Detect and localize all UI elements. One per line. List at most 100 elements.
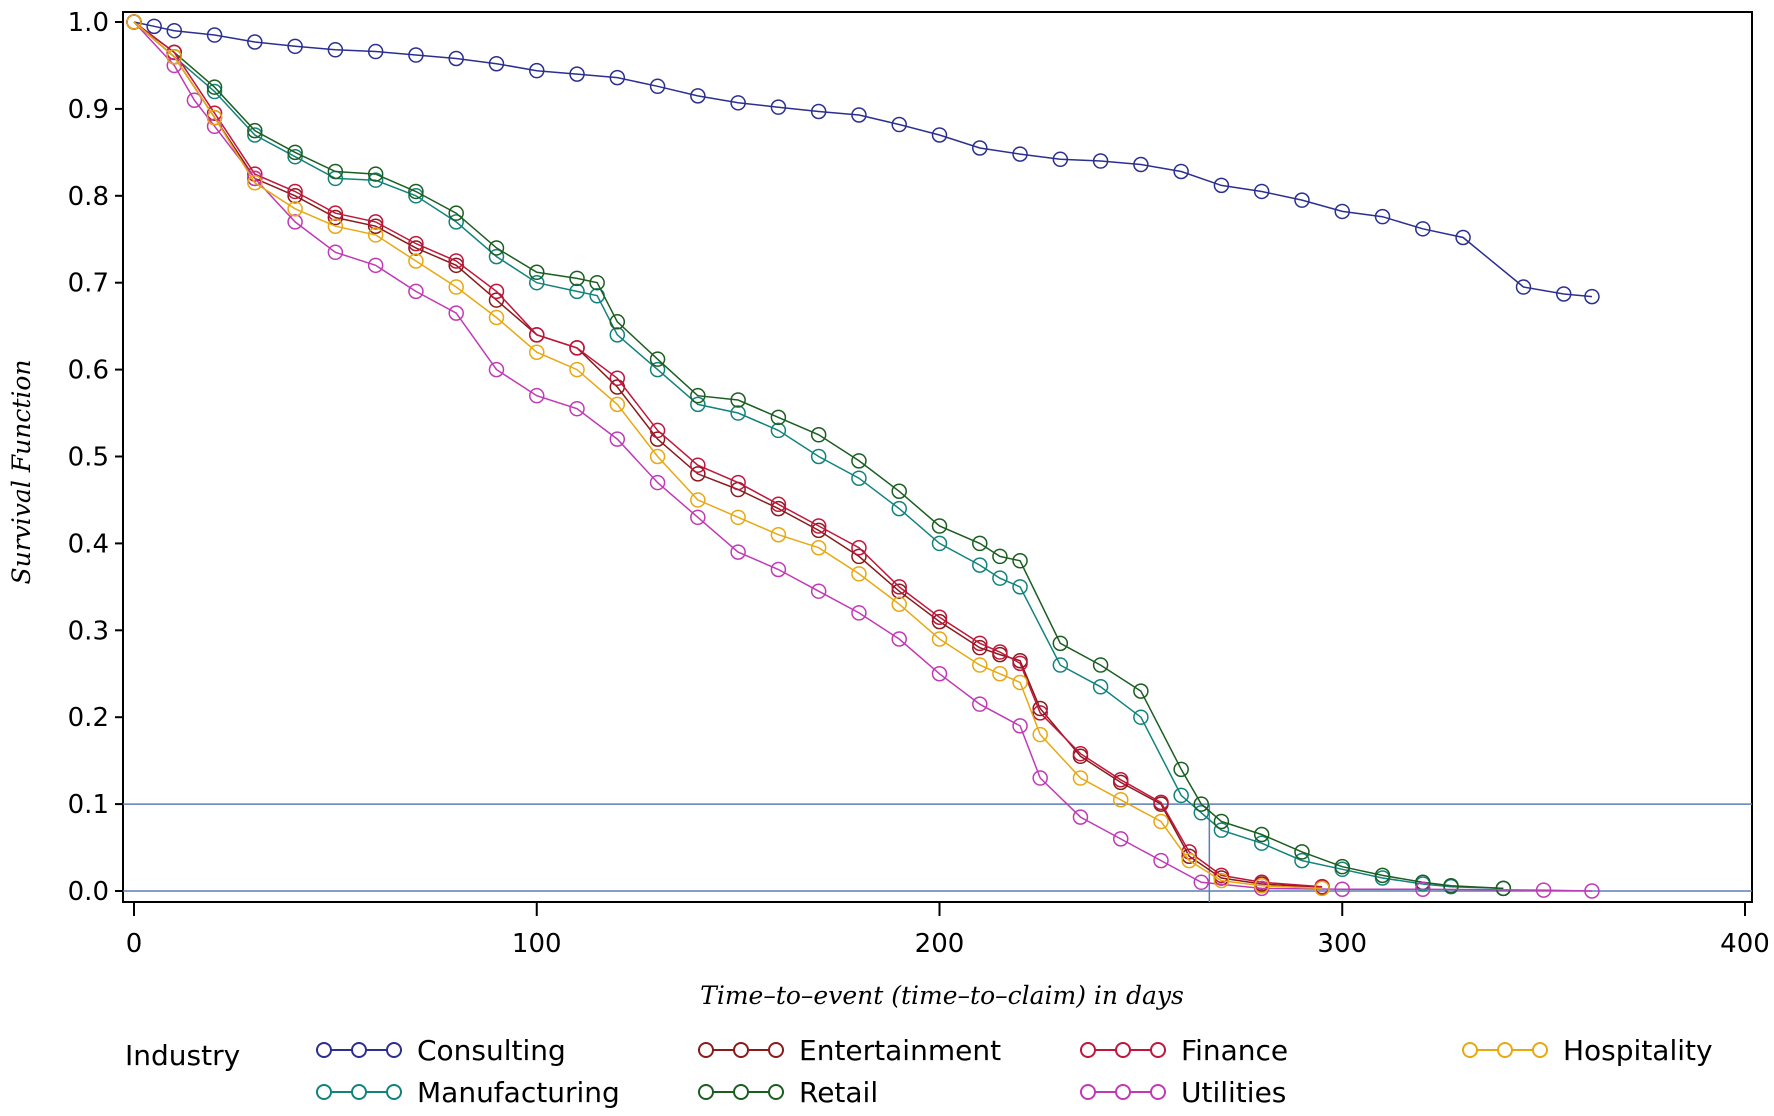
data-point — [247, 170, 263, 187]
legend-marker — [316, 1084, 332, 1100]
data-point — [1112, 831, 1129, 847]
data-point — [1072, 745, 1089, 762]
data-point — [931, 666, 948, 682]
data-point — [972, 639, 988, 656]
data-point — [891, 483, 907, 500]
data-point — [770, 99, 787, 115]
data-point — [488, 240, 505, 256]
data-point — [146, 18, 162, 35]
data-point — [488, 309, 505, 326]
data-point — [609, 431, 626, 447]
data-point — [972, 140, 988, 156]
data-point — [1584, 288, 1600, 305]
data-point — [649, 78, 666, 95]
legend-item-consulting: Consulting — [316, 1034, 566, 1067]
data-point — [1253, 826, 1270, 843]
legend-marker — [1532, 1042, 1548, 1058]
legend-marker — [386, 1084, 402, 1100]
data-point — [931, 127, 948, 143]
data-point — [972, 657, 988, 673]
data-point — [287, 38, 303, 55]
data-point — [166, 22, 183, 39]
data-point — [851, 539, 867, 556]
data-point — [851, 566, 867, 582]
data-point — [972, 557, 988, 573]
y-tick-label: 0.3 — [68, 616, 109, 646]
data-point — [810, 518, 827, 534]
data-point — [247, 166, 263, 182]
data-point — [206, 79, 223, 95]
series-line — [133, 21, 1323, 890]
data-point — [367, 214, 384, 230]
data-point — [649, 448, 666, 465]
data-point — [367, 227, 384, 243]
data-point — [1213, 822, 1230, 838]
data-point — [488, 283, 505, 300]
data-point — [1455, 229, 1471, 246]
data-point — [730, 392, 746, 408]
data-point — [488, 292, 505, 308]
legend-marker — [1150, 1084, 1166, 1100]
data-point — [1213, 177, 1230, 194]
data-point — [529, 344, 545, 360]
series-line — [133, 21, 1593, 892]
data-point — [408, 283, 424, 300]
data-point — [1193, 805, 1210, 821]
data-point — [770, 409, 787, 426]
data-point — [1415, 221, 1431, 237]
data-point — [851, 107, 867, 123]
data-point — [1153, 813, 1169, 830]
data-point — [770, 561, 787, 578]
series-line — [133, 21, 1323, 889]
legend-label: Consulting — [417, 1034, 566, 1067]
data-point — [1314, 880, 1330, 897]
series-line — [133, 21, 1593, 298]
series-line — [133, 21, 1323, 888]
data-point — [972, 696, 988, 712]
data-point — [327, 218, 344, 234]
legend-label: Manufacturing — [417, 1076, 620, 1109]
y-tick-label: 0.4 — [68, 529, 109, 559]
x-axis-title: Time–to–event (time–to–claim) in days — [700, 981, 1184, 1010]
data-point — [810, 448, 827, 465]
data-point — [206, 105, 223, 121]
x-tick-label: 400 — [1720, 929, 1770, 959]
data-point — [931, 535, 948, 552]
data-point — [810, 427, 827, 443]
data-point — [1133, 683, 1149, 699]
data-point — [1193, 874, 1210, 891]
data-point — [1584, 883, 1600, 899]
data-point — [589, 274, 605, 291]
data-point — [690, 396, 706, 413]
data-point — [569, 66, 585, 82]
data-point — [1253, 835, 1270, 851]
data-point — [1092, 657, 1109, 673]
data-point — [166, 49, 183, 65]
data-point — [408, 253, 424, 269]
series-hospitality — [126, 14, 1330, 897]
data-point — [126, 14, 142, 30]
data-point — [609, 370, 626, 387]
data-point — [1133, 156, 1149, 173]
data-point — [891, 116, 907, 133]
data-point — [569, 270, 585, 287]
legend-marker — [1115, 1084, 1131, 1100]
data-point — [609, 314, 626, 330]
data-point — [408, 47, 424, 63]
data-point — [891, 596, 907, 612]
legend-label: Utilities — [1181, 1076, 1286, 1109]
series-utilities — [126, 14, 1600, 899]
legend-marker — [1462, 1042, 1478, 1058]
legend-marker — [1497, 1042, 1513, 1058]
data-point — [1193, 796, 1210, 812]
data-point — [609, 327, 626, 343]
plot-border — [122, 11, 1753, 903]
data-point — [448, 253, 464, 269]
data-point — [1052, 657, 1069, 673]
data-point — [690, 457, 706, 473]
legend-marker — [351, 1084, 367, 1100]
data-point — [1556, 286, 1572, 302]
data-point — [448, 214, 464, 230]
data-point — [972, 535, 988, 552]
data-point — [770, 526, 787, 543]
